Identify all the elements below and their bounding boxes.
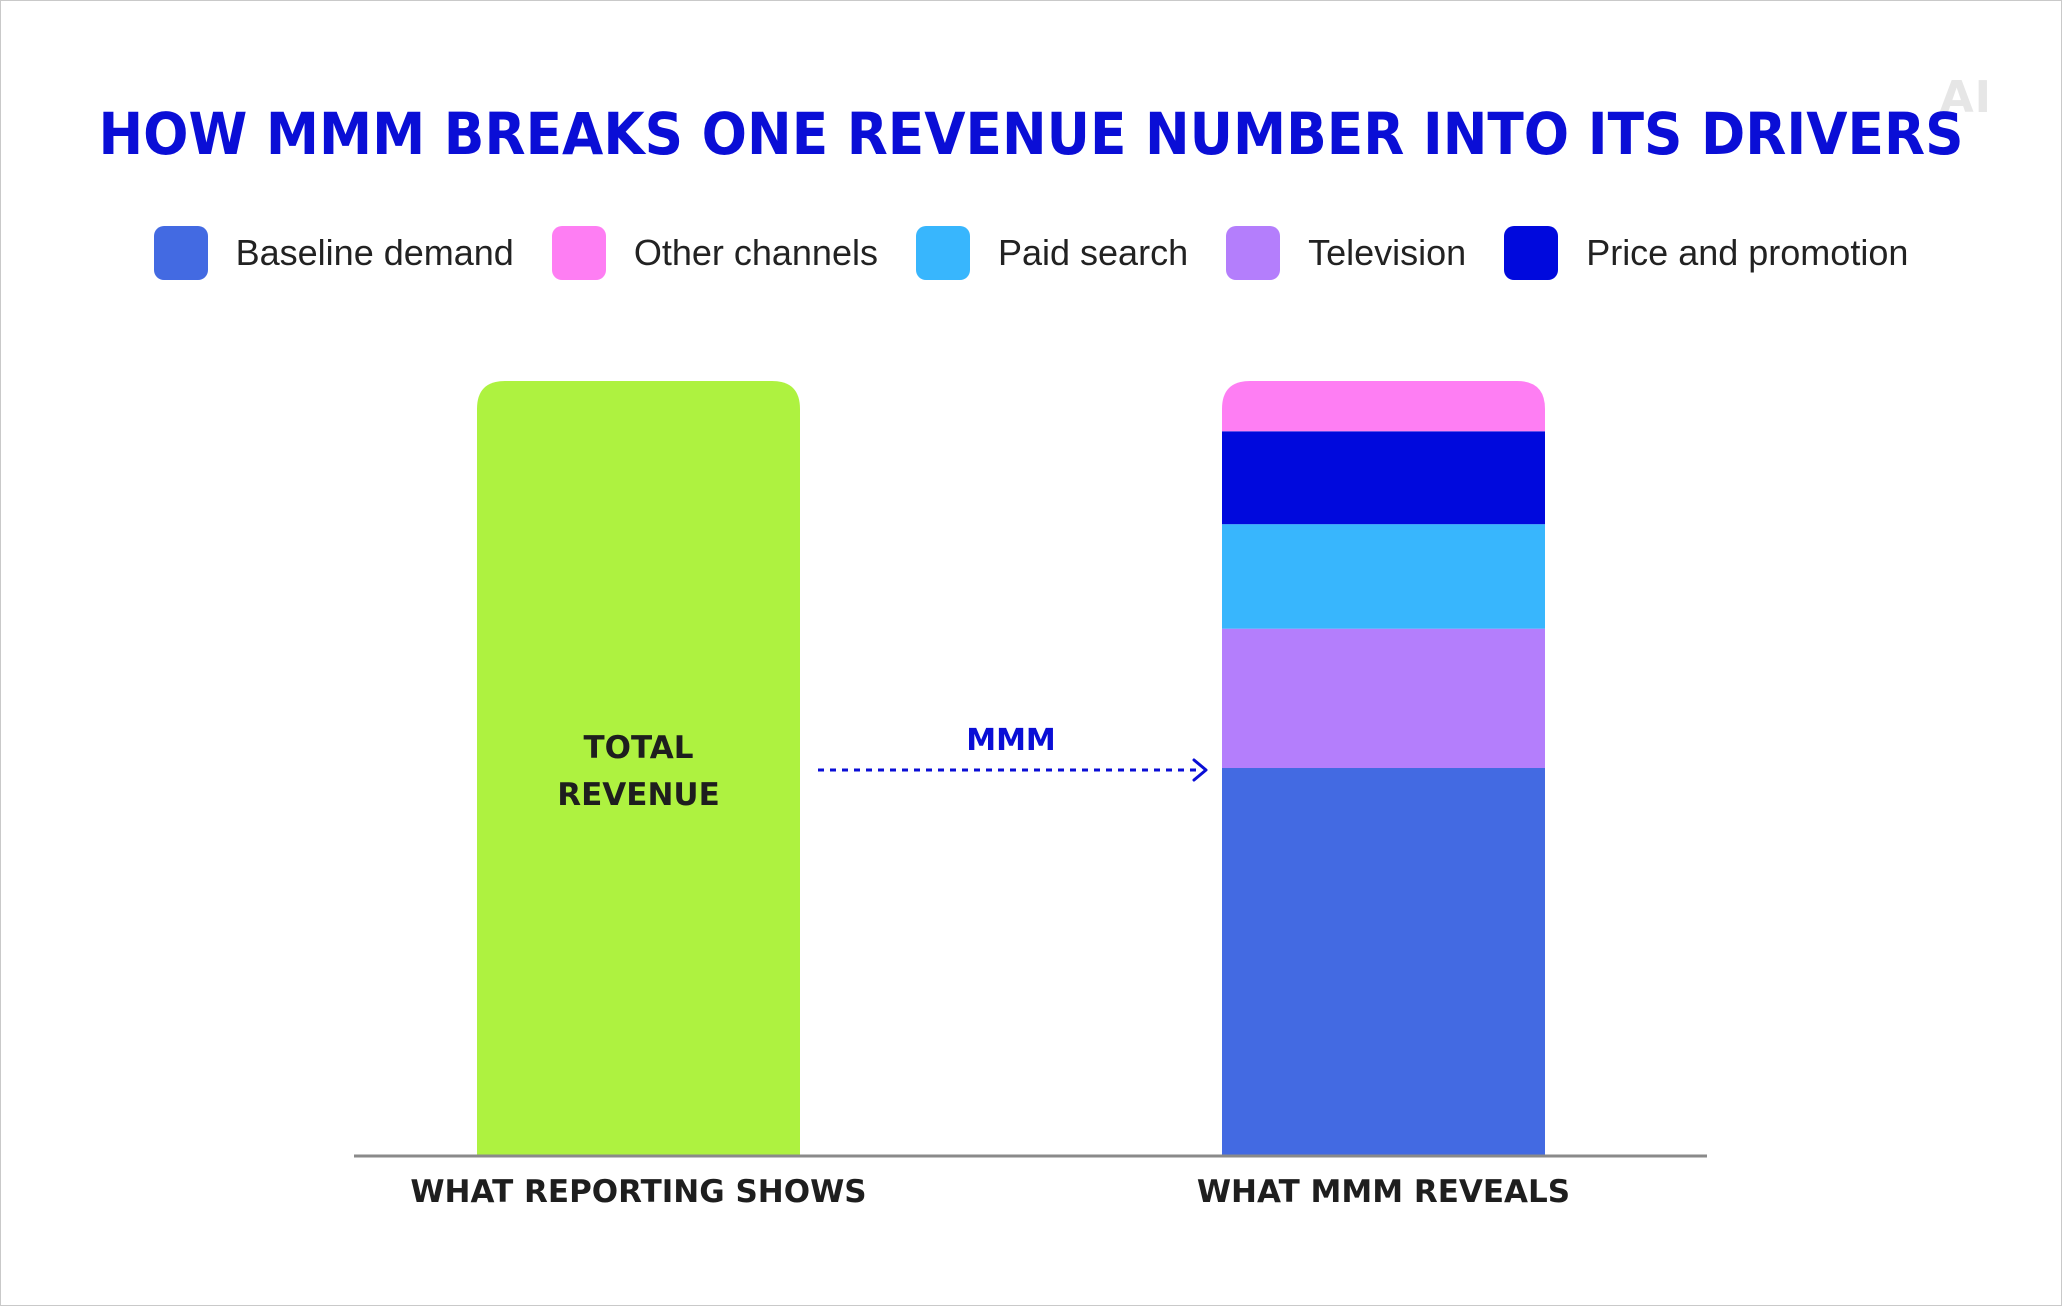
legend-item: Price and promotion xyxy=(1504,226,1908,280)
legend-label: Paid search xyxy=(997,232,1189,273)
x-tick-label: WHAT MMM REVEALS xyxy=(1197,1174,1570,1210)
total-bar-label: TOTAL xyxy=(584,730,694,766)
total-bar-label: REVENUE xyxy=(557,777,720,813)
stack-segment-price-and-promotion xyxy=(1222,431,1545,525)
legend-item: Baseline demand xyxy=(153,226,514,280)
stack-segment-paid-search xyxy=(1222,524,1545,629)
legend-label: Baseline demand xyxy=(235,232,514,273)
legend-swatch xyxy=(1226,226,1281,280)
stack-segment-television xyxy=(1222,628,1545,768)
x-tick-label: WHAT REPORTING SHOWS xyxy=(410,1174,866,1210)
stack-segment-baseline-demand xyxy=(1222,768,1545,1155)
legend-item: Television xyxy=(1226,226,1466,280)
legend-item: Other channels xyxy=(551,226,878,280)
mmm-annotation-label: MMM xyxy=(966,723,1056,758)
legend-swatch xyxy=(551,226,606,280)
legend-item: Paid search xyxy=(915,226,1189,280)
chart-title: HOW MMM BREAKS ONE REVENUE NUMBER INTO I… xyxy=(98,100,1964,168)
legend-swatch xyxy=(153,226,208,280)
legend-label: Television xyxy=(1308,232,1467,273)
chart-legend: Baseline demand Other channels Paid search… xyxy=(0,226,2062,280)
legend-label: Price and promotion xyxy=(1586,232,1909,273)
mmm-arrowhead xyxy=(1192,758,1208,782)
legend-swatch xyxy=(915,226,970,280)
total-revenue-bar xyxy=(477,381,800,1155)
brand-logo: AI xyxy=(1939,72,1992,123)
stack-segment-other-channels xyxy=(1222,381,1545,432)
legend-swatch xyxy=(1504,226,1559,280)
legend-label: Other channels xyxy=(633,232,878,273)
